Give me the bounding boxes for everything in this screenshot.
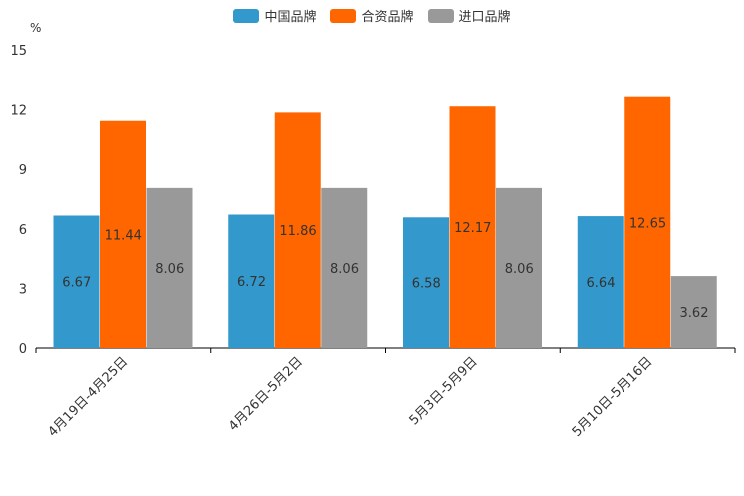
legend-swatch-joint-venture-brand	[330, 8, 357, 23]
x-tick-label: 4月19日-4月25日	[45, 354, 131, 440]
data-label: 6.58	[412, 277, 441, 292]
data-label: 8.06	[505, 262, 534, 277]
bar	[321, 187, 368, 348]
x-tick-label: 5月10日-5月16日	[570, 354, 656, 440]
x-tick-label: 4月26日-5月2日	[226, 354, 306, 434]
legend: 中国品牌 合资品牌 进口品牌	[0, 6, 744, 25]
y-axis-unit: %	[30, 21, 42, 35]
legend-label-china-brand: 中国品牌	[264, 10, 317, 25]
y-tick-label: 9	[19, 163, 27, 178]
bar	[449, 106, 496, 349]
data-label: 6.72	[237, 275, 266, 290]
legend-item-joint-venture-brand[interactable]: 合资品牌	[330, 6, 414, 25]
bar	[577, 216, 624, 348]
data-label: 8.06	[330, 262, 359, 277]
data-label: 6.64	[587, 276, 616, 291]
data-label: 12.65	[629, 216, 666, 231]
y-tick-label: 12	[10, 104, 27, 119]
bar	[100, 120, 146, 348]
data-label: 12.17	[454, 221, 491, 236]
legend-item-import-brand[interactable]: 进口品牌	[427, 6, 511, 25]
bar	[146, 187, 193, 348]
bar	[403, 217, 449, 348]
bar	[228, 214, 275, 348]
data-label: 11.44	[105, 228, 142, 243]
legend-label-joint-venture-brand: 合资品牌	[361, 10, 414, 25]
legend-item-china-brand[interactable]: 中国品牌	[233, 6, 316, 25]
data-label: 6.67	[62, 276, 91, 291]
legend-swatch-import-brand	[427, 8, 454, 23]
legend-label-import-brand: 进口品牌	[458, 10, 511, 25]
bar	[670, 276, 717, 348]
y-tick-label: 15	[10, 44, 27, 59]
bar	[624, 96, 671, 348]
y-tick-label: 3	[19, 282, 27, 297]
y-tick-label: 0	[19, 342, 27, 357]
y-tick-label: 6	[19, 223, 27, 238]
bar	[274, 112, 321, 348]
data-label: 11.86	[279, 224, 316, 239]
x-tick-label: 5月3日-5月9日	[407, 354, 481, 428]
bar	[53, 215, 100, 348]
legend-swatch-china-brand	[233, 8, 260, 23]
data-label: 3.62	[680, 306, 709, 321]
data-label: 8.06	[155, 262, 184, 277]
bar	[496, 187, 542, 348]
